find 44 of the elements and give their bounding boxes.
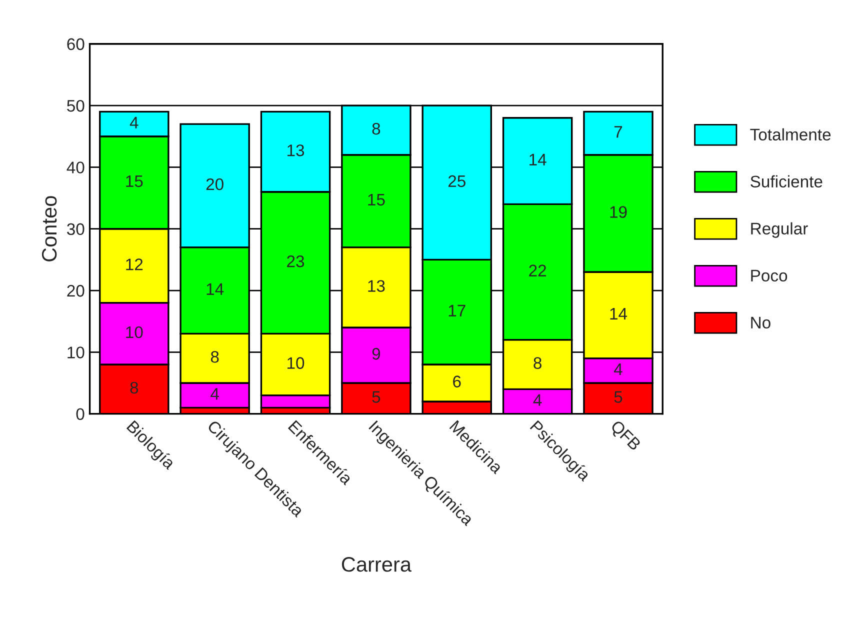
data-label: 15 — [126, 175, 143, 188]
data-label: 8 — [534, 357, 542, 369]
data-label: 14 — [206, 283, 224, 295]
data-label: 9 — [372, 348, 380, 360]
legend-label: Suficiente — [750, 175, 822, 188]
data-label: 6 — [453, 376, 461, 388]
x-tick-label: QFB — [608, 420, 642, 454]
data-label: 12 — [126, 258, 143, 270]
data-label: 13 — [288, 144, 304, 156]
data-label: 5 — [372, 391, 380, 403]
data-label: 14 — [610, 308, 628, 320]
y-tick-label: 30 — [67, 223, 84, 236]
data-label: 10 — [126, 326, 143, 338]
data-label: 5 — [614, 391, 622, 403]
data-label: 8 — [130, 382, 138, 394]
y-tick-label: 50 — [67, 100, 84, 112]
data-label: 8 — [210, 351, 219, 363]
data-label: 10 — [288, 357, 304, 369]
data-label: 4 — [130, 116, 138, 128]
data-label: 19 — [610, 206, 627, 218]
data-label: 7 — [614, 126, 622, 138]
y-axis-title: Conteo — [42, 196, 57, 262]
y-tick-label: 10 — [68, 346, 84, 358]
data-label: 4 — [210, 388, 219, 400]
y-tick-label: 40 — [66, 162, 84, 174]
y-tick-label: 60 — [67, 38, 84, 50]
data-label: 25 — [448, 175, 466, 188]
data-label: 23 — [287, 255, 304, 268]
legend-label: Regular — [751, 222, 808, 238]
data-label: 13 — [368, 280, 385, 292]
y-tick-label: 20 — [67, 284, 84, 297]
data-label: 4 — [533, 394, 542, 406]
y-tick-label: 0 — [76, 408, 84, 420]
data-label: 20 — [206, 178, 224, 190]
data-label: 17 — [448, 304, 466, 316]
data-label: 14 — [530, 154, 546, 166]
data-label: 15 — [368, 194, 385, 206]
legend-label: Totalmente — [750, 128, 831, 141]
data-label: 22 — [529, 264, 546, 276]
data-label: 4 — [614, 364, 622, 375]
data-label: 8 — [372, 122, 380, 135]
legend-label: Poco — [751, 270, 788, 282]
x-axis-title: Carrera — [342, 557, 412, 572]
legend-label: No — [751, 316, 770, 329]
